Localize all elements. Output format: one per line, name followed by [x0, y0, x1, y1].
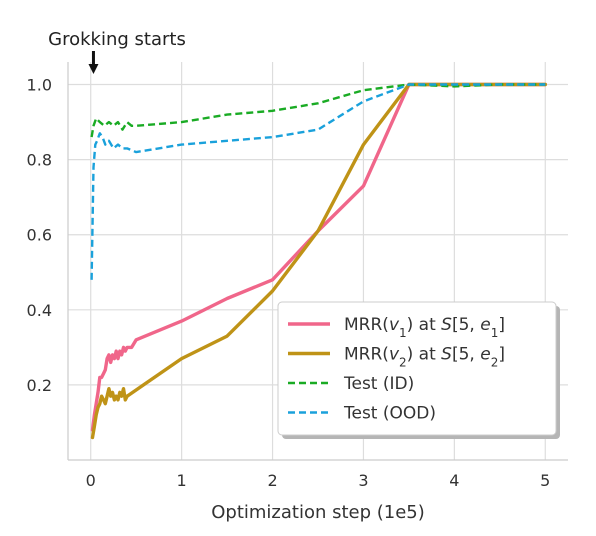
- legend-label-1: MRR(v2) at S[5, e2]: [344, 345, 505, 370]
- annotation-text: Grokking starts: [48, 29, 186, 50]
- x-tick-label-5: 5: [540, 471, 550, 490]
- legend-label-0: MRR(v1) at S[5, e1]: [344, 315, 505, 340]
- y-tick-label-0: 0.2: [27, 376, 52, 395]
- x-tick-label-3: 3: [358, 471, 368, 490]
- x-tick-label-1: 1: [177, 471, 187, 490]
- y-tick-label-4: 1.0: [27, 76, 52, 95]
- legend: MRR(v1) at S[5, e1] MRR(v2) at S[5, e2] Te…: [277, 301, 560, 439]
- series-line-3: [90, 83, 546, 280]
- y-tick-label-2: 0.6: [27, 226, 52, 245]
- series-layer: [90, 82, 547, 440]
- series-line-2: [90, 83, 546, 138]
- legend-label-3: Test (OOD): [343, 404, 436, 424]
- series-line-1: [90, 82, 547, 440]
- y-tick-label-1: 0.4: [27, 301, 52, 320]
- legend-box: [277, 301, 557, 436]
- grid: [68, 62, 568, 460]
- x-tick-label-0: 0: [86, 471, 96, 490]
- tick-labels: 0 1 2 3 4 5 0.2 0.4 0.6 0.8 1.0: [27, 76, 551, 490]
- annotation: Grokking starts: [48, 29, 186, 74]
- axes: [67, 62, 568, 461]
- x-tick-label-4: 4: [449, 471, 459, 490]
- annotation-arrow-head: [88, 64, 99, 74]
- y-tick-label-3: 0.8: [27, 151, 52, 170]
- legend-label-2: Test (ID): [343, 374, 414, 394]
- x-axis-label: Optimization step (1e5): [211, 502, 425, 523]
- x-tick-label-2: 2: [267, 471, 277, 490]
